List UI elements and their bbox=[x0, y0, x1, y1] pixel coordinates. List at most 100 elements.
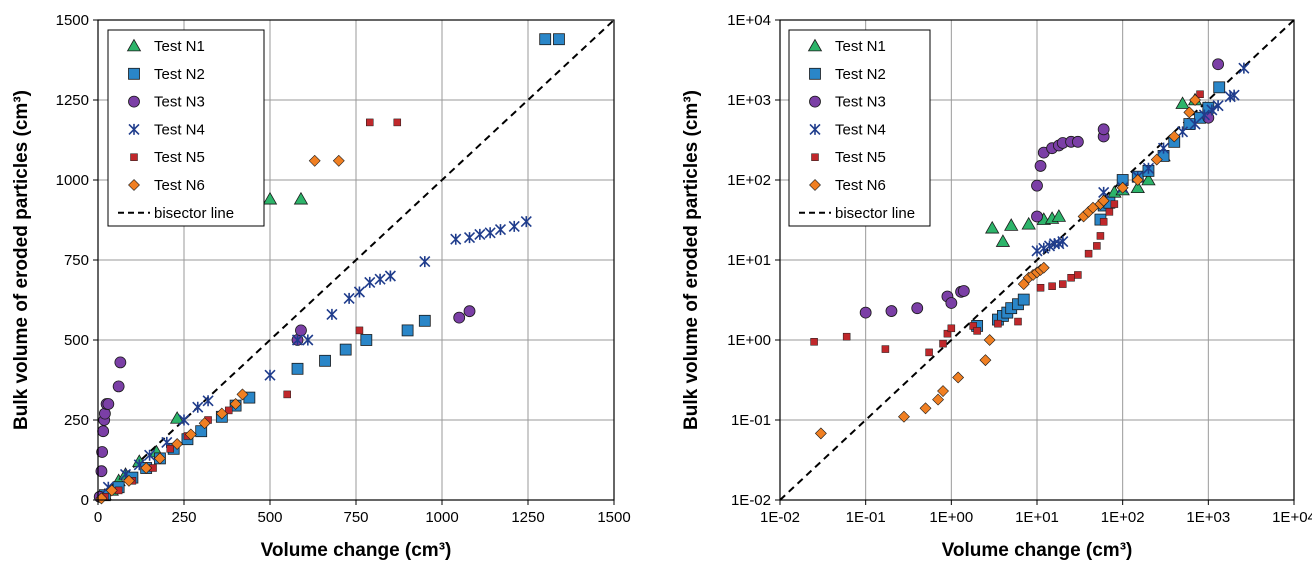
data-point bbox=[1116, 181, 1129, 194]
data-point bbox=[814, 427, 827, 440]
data-point bbox=[1071, 135, 1084, 148]
legend-entry: Test N2 bbox=[809, 66, 886, 83]
y-tick-label: 1E+01 bbox=[727, 252, 771, 269]
legend-swatch bbox=[130, 153, 138, 161]
data-point bbox=[96, 446, 109, 458]
data-point bbox=[355, 326, 364, 335]
data-point bbox=[1196, 90, 1204, 98]
x-tick-label: 1E+02 bbox=[1101, 509, 1145, 526]
y-tick-label: 1E+00 bbox=[727, 332, 771, 349]
data-point bbox=[419, 256, 431, 268]
data-point bbox=[1084, 249, 1093, 258]
y-axis-label: Bulk volume of eroded particles (cm³) bbox=[681, 90, 702, 430]
data-point bbox=[1031, 210, 1043, 223]
legend-swatch bbox=[811, 153, 819, 161]
data-point bbox=[1212, 100, 1224, 112]
y-tick-label: 250 bbox=[64, 412, 89, 429]
data-point bbox=[384, 270, 396, 282]
data-point bbox=[1097, 194, 1110, 207]
series-test-n6 bbox=[814, 94, 1201, 440]
legend-entry: Test N6 bbox=[128, 177, 205, 194]
data-point bbox=[932, 393, 944, 406]
data-point bbox=[1059, 280, 1067, 288]
data-point bbox=[1183, 106, 1196, 119]
data-point bbox=[366, 118, 374, 127]
series-test-n6 bbox=[95, 154, 345, 505]
legend-entry: Test N5 bbox=[811, 149, 886, 166]
data-point bbox=[1206, 104, 1218, 116]
data-point bbox=[1150, 153, 1163, 166]
legend-label: Test N1 bbox=[835, 38, 886, 55]
x-tick-label: 1250 bbox=[511, 509, 544, 526]
y-tick-label: 1E+02 bbox=[727, 172, 771, 189]
data-point bbox=[553, 33, 565, 46]
data-point bbox=[983, 334, 996, 346]
legend-entry: Test N1 bbox=[807, 38, 886, 55]
data-point bbox=[453, 311, 466, 324]
x-tick-label: 1000 bbox=[425, 509, 458, 526]
x-tick-label: 250 bbox=[171, 509, 196, 526]
data-point bbox=[898, 410, 910, 423]
series-test-n3 bbox=[859, 58, 1224, 319]
data-point bbox=[937, 385, 949, 397]
legend-label: Test N5 bbox=[835, 149, 886, 166]
data-point bbox=[508, 220, 520, 232]
data-point bbox=[302, 334, 314, 346]
data-point bbox=[291, 362, 304, 375]
data-point bbox=[539, 33, 552, 46]
legend-swatch bbox=[809, 95, 821, 108]
data-point bbox=[484, 227, 496, 239]
data-point bbox=[1142, 162, 1155, 174]
data-point bbox=[1034, 160, 1047, 172]
data-point bbox=[262, 191, 278, 205]
data-point bbox=[283, 390, 291, 399]
y-axis-label: Bulk volume of eroded particles (cm³) bbox=[11, 90, 32, 430]
legend-label: bisector line bbox=[835, 205, 915, 222]
data-point bbox=[360, 334, 373, 346]
data-point bbox=[1213, 81, 1226, 94]
data-point bbox=[326, 308, 338, 320]
legend-label: Test N3 bbox=[835, 94, 886, 111]
legend: Test N1 Test N2 Test N3 Test N4 Test N5 Test … bbox=[107, 29, 265, 227]
data-point bbox=[295, 324, 307, 337]
data-point bbox=[1051, 209, 1067, 222]
legend-swatch bbox=[128, 123, 140, 135]
data-point bbox=[401, 324, 414, 337]
series-test-n4 bbox=[1031, 62, 1250, 257]
data-point bbox=[418, 314, 431, 327]
data-point bbox=[236, 388, 249, 401]
legend-label: bisector line bbox=[154, 205, 234, 222]
series-test-n5 bbox=[810, 90, 1204, 357]
data-point bbox=[952, 371, 965, 384]
y-tick-label: 500 bbox=[64, 332, 89, 349]
data-point bbox=[192, 401, 204, 413]
data-point bbox=[1067, 273, 1075, 282]
data-point bbox=[144, 449, 156, 461]
legend-label: Test N6 bbox=[835, 177, 886, 194]
data-point bbox=[198, 417, 211, 430]
legend-swatch bbox=[809, 67, 821, 80]
data-point bbox=[114, 356, 127, 369]
data-point bbox=[1110, 200, 1119, 208]
bisector-line bbox=[779, 19, 1295, 501]
data-point bbox=[995, 234, 1011, 247]
data-point bbox=[202, 395, 214, 407]
data-point bbox=[947, 324, 956, 333]
data-point bbox=[1130, 180, 1145, 194]
data-point bbox=[1228, 89, 1240, 101]
legend: Test N1 Test N2 Test N3 Test N4 Test N5 Test … bbox=[788, 29, 931, 227]
data-point bbox=[343, 292, 355, 304]
legend-entry: Test N5 bbox=[130, 149, 205, 166]
data-point bbox=[842, 332, 851, 341]
x-tick-label: 1E+00 bbox=[929, 509, 973, 526]
data-point bbox=[1031, 245, 1043, 257]
data-point bbox=[97, 425, 110, 438]
legend-label: Test N4 bbox=[154, 121, 205, 138]
data-point bbox=[985, 220, 1000, 234]
data-point bbox=[169, 411, 185, 424]
x-tick-label: 1E-02 bbox=[760, 509, 800, 526]
data-point bbox=[195, 425, 208, 438]
data-point bbox=[339, 343, 352, 356]
data-point bbox=[178, 414, 190, 426]
y-tick-label: 750 bbox=[64, 252, 89, 269]
